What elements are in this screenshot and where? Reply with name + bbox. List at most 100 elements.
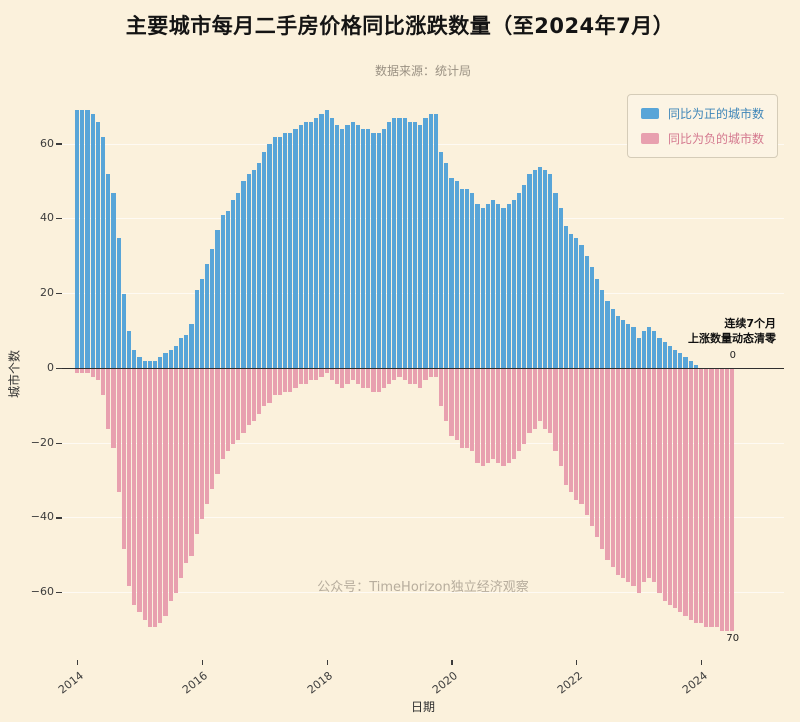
bar-negative bbox=[730, 369, 735, 631]
bar-positive bbox=[116, 237, 121, 369]
bar-negative bbox=[563, 369, 569, 485]
bar-positive bbox=[485, 203, 491, 369]
bar-negative bbox=[667, 369, 673, 605]
bar-negative bbox=[673, 369, 678, 609]
x-axis-label: 日期 bbox=[410, 700, 435, 714]
bar-positive bbox=[667, 345, 673, 369]
bar-positive bbox=[319, 114, 324, 369]
bar-positive bbox=[225, 211, 231, 369]
bar-positive bbox=[579, 245, 584, 369]
bar-positive bbox=[257, 162, 262, 369]
bar-negative bbox=[158, 369, 163, 624]
bar-positive bbox=[636, 338, 641, 369]
y-tick-label: −20 bbox=[30, 435, 54, 449]
bar-positive bbox=[449, 177, 454, 369]
bar-negative bbox=[719, 369, 725, 631]
bar-positive bbox=[595, 278, 600, 369]
bar-negative bbox=[153, 369, 158, 628]
bar-positive bbox=[444, 162, 449, 369]
bar-negative bbox=[231, 369, 236, 444]
bar-positive bbox=[423, 117, 428, 369]
bar-positive bbox=[465, 188, 470, 369]
bar-negative bbox=[522, 369, 527, 444]
bar-negative bbox=[132, 369, 137, 605]
gridline bbox=[62, 143, 784, 145]
y-tick-mark bbox=[56, 218, 62, 220]
y-tick-mark bbox=[56, 517, 62, 519]
bar-positive bbox=[184, 334, 189, 369]
bar-negative bbox=[101, 369, 106, 396]
bar-negative bbox=[257, 369, 262, 414]
bar-positive bbox=[85, 110, 90, 369]
bar-positive bbox=[496, 203, 501, 369]
bar-negative bbox=[189, 369, 194, 556]
bar-negative bbox=[595, 369, 600, 538]
bar-negative bbox=[340, 369, 345, 388]
bar-negative bbox=[205, 369, 210, 504]
bar-positive bbox=[205, 263, 210, 369]
x-tick-mark bbox=[701, 660, 703, 665]
bar-negative bbox=[241, 369, 246, 433]
bar-negative bbox=[194, 369, 199, 534]
bar-negative bbox=[574, 369, 579, 500]
bar-negative bbox=[693, 369, 699, 624]
bar-negative bbox=[376, 369, 381, 392]
bar-negative bbox=[397, 369, 402, 377]
y-tick-label: −60 bbox=[30, 585, 54, 599]
bar-negative bbox=[251, 369, 257, 422]
bar-positive bbox=[350, 121, 355, 369]
bar-negative bbox=[147, 369, 153, 628]
bar-negative bbox=[184, 369, 189, 564]
bar-negative bbox=[80, 369, 85, 373]
bar-negative bbox=[142, 369, 147, 620]
bar-positive bbox=[537, 166, 543, 369]
bar-negative bbox=[199, 369, 205, 519]
bar-negative bbox=[444, 369, 449, 422]
bar-negative bbox=[215, 369, 220, 474]
bar-positive bbox=[361, 129, 366, 369]
bar-positive bbox=[147, 360, 153, 369]
bar-positive bbox=[517, 192, 522, 369]
bar-negative bbox=[428, 369, 433, 377]
bar-negative bbox=[647, 369, 652, 579]
bar-positive bbox=[366, 129, 371, 369]
bar-positive bbox=[127, 331, 132, 369]
bar-negative bbox=[527, 369, 532, 433]
bar-positive bbox=[475, 203, 480, 369]
bar-negative bbox=[657, 369, 662, 594]
bar-positive bbox=[543, 170, 548, 369]
bar-negative bbox=[449, 369, 454, 437]
bar-positive bbox=[548, 173, 553, 369]
bar-negative bbox=[433, 369, 439, 377]
bar-negative bbox=[517, 369, 522, 452]
y-tick-mark bbox=[56, 143, 62, 145]
bar-positive bbox=[569, 233, 574, 369]
bar-negative bbox=[423, 369, 428, 381]
bar-positive bbox=[329, 117, 335, 369]
bar-positive bbox=[314, 117, 319, 369]
legend-item-negative: 同比为负的城市数 bbox=[640, 130, 764, 147]
bar-negative bbox=[532, 369, 537, 429]
bar-negative bbox=[163, 369, 168, 616]
y-tick-mark bbox=[56, 592, 62, 594]
bar-positive bbox=[605, 301, 610, 369]
x-tick-mark bbox=[576, 660, 578, 665]
data-source-label: 数据来源：统计局 bbox=[374, 64, 471, 78]
gridline bbox=[62, 517, 784, 519]
bar-positive bbox=[459, 188, 465, 369]
y-tick-mark bbox=[56, 293, 62, 295]
bar-positive bbox=[501, 207, 506, 369]
bar-positive bbox=[75, 110, 80, 369]
bar-positive bbox=[413, 121, 418, 369]
annotation-line1: 连续7个月 bbox=[724, 317, 776, 330]
bar-negative bbox=[210, 369, 215, 489]
bar-negative bbox=[361, 369, 366, 388]
y-tick-label: 40 bbox=[40, 211, 54, 225]
bar-positive bbox=[480, 207, 485, 369]
bar-positive bbox=[693, 364, 699, 369]
chart-title: 主要城市每月二手房价格同比涨跌数量（至2024年7月） bbox=[125, 14, 675, 38]
y-tick-mark bbox=[56, 442, 62, 444]
bar-positive bbox=[106, 173, 111, 369]
bar-positive bbox=[397, 117, 402, 369]
bar-negative bbox=[345, 369, 350, 385]
